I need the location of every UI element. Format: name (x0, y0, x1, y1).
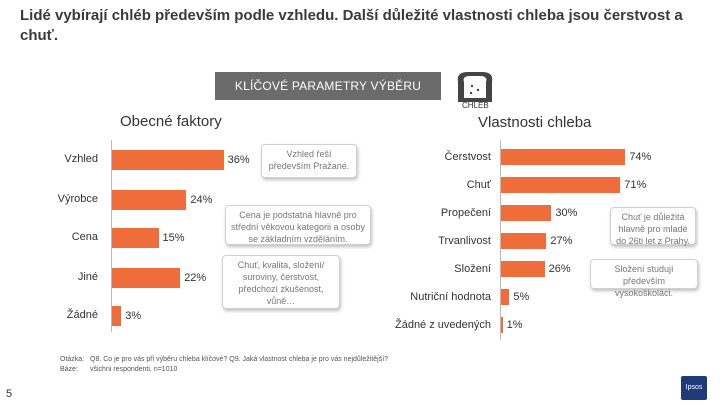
right-category-label: Chuť (466, 179, 491, 191)
callout-chut: Chuť je důležitá hlavně pro mladé do 26t… (610, 207, 696, 246)
chart-title-right: Vlastnosti chleba (478, 114, 592, 131)
right-bar (501, 233, 547, 249)
page-title: Lidé vybírají chléb především podle vzhl… (20, 7, 683, 44)
left-value-label: 24% (190, 194, 213, 206)
right-category-label: Propečení (440, 207, 491, 219)
bread-icon (457, 72, 493, 102)
bread-label: CHLÉB (462, 101, 489, 110)
left-bar (112, 150, 224, 170)
right-value-label: 26% (548, 263, 571, 275)
right-value-label: 1% (506, 319, 523, 331)
callout-slozeni: Složení studují především vysokoškoláci. (590, 259, 698, 298)
left-category-label: Cena (71, 231, 98, 243)
left-value-label: 3% (125, 310, 142, 322)
right-value-label: 71% (624, 179, 647, 191)
right-bar (501, 149, 626, 165)
left-bar (112, 306, 122, 326)
left-value-label: 15% (162, 232, 185, 244)
left-category-label: Žádné (66, 309, 98, 321)
page-number: 5 (6, 388, 13, 400)
section-banner: KLÍČOVÉ PARAMETRY VÝBĚRU (215, 72, 441, 100)
right-value-label: 5% (513, 291, 530, 303)
callout-jine: Chuť, kvalita, složení/ suroviny, čerstv… (222, 255, 340, 309)
right-bar (501, 289, 510, 305)
right-bar (501, 177, 621, 193)
left-bar (112, 228, 159, 248)
left-value-label: 22% (184, 272, 207, 284)
left-category-label: Výrobce (57, 193, 98, 205)
right-category-label: Čerstvost (444, 151, 491, 163)
left-bar (112, 268, 181, 288)
left-category-label: Vzhled (64, 153, 98, 165)
right-bar (501, 261, 545, 277)
axis-left (111, 140, 112, 332)
footer-question-label: Otázka: (60, 356, 85, 363)
left-bar (112, 190, 187, 210)
callout-cena: Cena je podstatná hlavně pro střední věk… (225, 205, 371, 245)
right-value-label: 74% (629, 151, 652, 163)
right-category-label: Trvanlivost (438, 235, 491, 247)
left-category-label: Jiné (77, 271, 98, 283)
chart-title-left: Obecné faktory (120, 113, 222, 130)
right-category-label: Složení (454, 263, 491, 275)
right-value-label: 27% (550, 235, 573, 247)
left-value-label: 36% (227, 154, 250, 166)
right-category-label: Nutriční hodnota (410, 291, 491, 303)
footer-base-text: všichni respondenti, n=1010 (90, 366, 178, 373)
right-bar (501, 317, 503, 333)
right-category-label: Žádné z uvedených (394, 319, 491, 331)
axis-right (500, 140, 501, 340)
right-bar (501, 205, 552, 221)
right-value-label: 30% (555, 207, 578, 219)
footer-base-label: Báze: (60, 366, 78, 373)
callout-vzhled: Vzhled řeší především Pražané. (261, 144, 357, 178)
ipsos-logo: Ipsos (681, 376, 707, 400)
footer-question-text: Q8. Co je pro vás při výběru chleba klíč… (90, 356, 389, 363)
